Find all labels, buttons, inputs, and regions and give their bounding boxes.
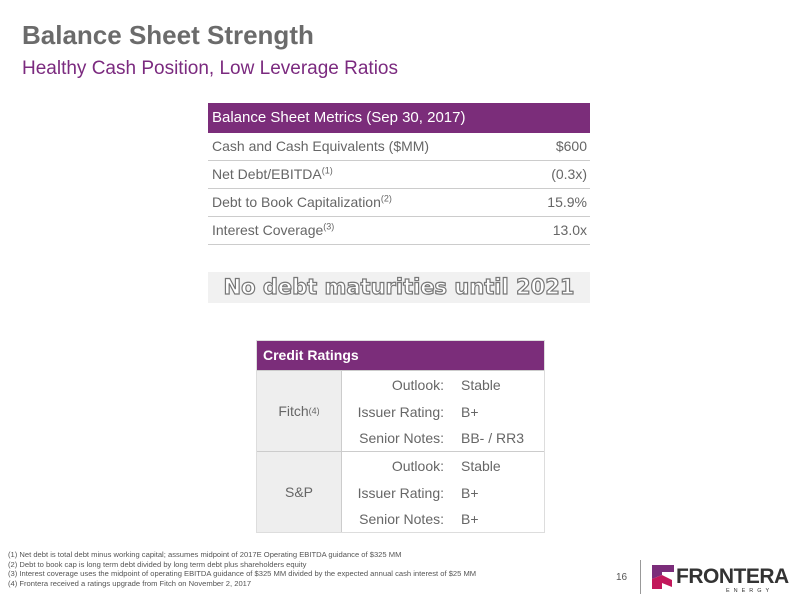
row-label-cell: Net Debt/EBITDA(1) [212, 161, 333, 188]
footnote-ref: (3) [323, 221, 335, 232]
metrics-table: Balance Sheet Metrics (Sep 30, 2017) Cas… [208, 103, 590, 245]
agency-rows: Outlook: Stable Issuer Rating: B+ Senior Not… [342, 371, 544, 451]
row-label: Cash and Cash Equivalents ($MM) [212, 138, 430, 154]
agency-name-cell: S&P [257, 452, 342, 532]
page-number: 16 [616, 572, 628, 583]
logo-icon [652, 565, 674, 589]
rating-label: Outlook: [391, 458, 444, 474]
table-row: Cash and Cash Equivalents ($MM) $600 [208, 133, 590, 161]
rating-label: Issuer Rating: [357, 484, 444, 501]
rating-label: Senior Notes: [359, 511, 444, 527]
rating-value: Stable [461, 377, 501, 393]
footnote: (1) Net debt is total debt minus working… [8, 550, 402, 559]
row-value: (0.3x) [551, 166, 587, 182]
footnote: (4) Frontera received a ratings upgrade … [8, 578, 252, 588]
rating-row: Issuer Rating: B+ [342, 399, 544, 426]
row-label-cell: Cash and Cash Equivalents ($MM) [212, 133, 429, 160]
row-label-cell: Debt to Book Capitalization(2) [212, 189, 392, 216]
table-row: Interest Coverage(3) 13.0x [208, 217, 590, 245]
rating-label: Outlook: [391, 377, 444, 393]
table-header: Credit Ratings [257, 341, 544, 370]
footnote-ref: (2) [380, 193, 392, 204]
ratings-table: Credit Ratings Fitch (4) Outlook: Stable Iss… [256, 340, 545, 533]
agency-name-cell: Fitch (4) [257, 371, 342, 451]
rating-value: Stable [461, 458, 501, 474]
row-label-cell: Interest Coverage(3) [212, 217, 334, 244]
subtitle: Healthy Cash Position, Low Leverage Rati… [22, 58, 398, 79]
agency-block: S&P Outlook: Stable Issuer Rating: B+ Senior … [257, 451, 544, 532]
rating-value: BB- / RR3 [461, 430, 525, 446]
rating-value: B+ [461, 403, 479, 420]
agency-block: Fitch (4) Outlook: Stable Issuer Rating: B+ Se… [257, 370, 544, 451]
rating-value: B+ [461, 484, 479, 501]
rating-label: Issuer Rating: [357, 403, 444, 420]
footnotes: (1) Net debt is total debt minus working… [8, 550, 476, 588]
footnote: (2) Debt to book cap is long term debt d… [8, 559, 307, 569]
table-body: Fitch (4) Outlook: Stable Issuer Rating: B+ Se… [257, 370, 544, 532]
divider [640, 560, 641, 594]
table-body: Cash and Cash Equivalents ($MM) $600 Net D… [208, 133, 590, 245]
table-row: Debt to Book Capitalization(2) 15.9% [208, 189, 590, 217]
footnote: (3) Interest coverage uses the midpoint … [8, 569, 477, 579]
rating-row: Senior Notes: B+ [342, 506, 544, 533]
logo-name: FRONTERA [676, 565, 789, 588]
row-value: 15.9% [547, 194, 587, 210]
rating-row: Outlook: Stable [342, 453, 544, 480]
row-value: 13.0x [552, 222, 587, 238]
row-label: Net Debt/EBITDA [212, 166, 322, 182]
agency-rows: Outlook: Stable Issuer Rating: B+ Senior Not… [342, 452, 544, 532]
rating-label: Senior Notes: [359, 430, 444, 446]
footnote-ref: (1) [321, 165, 333, 176]
rating-row: Outlook: Stable [342, 372, 544, 399]
callout: No debt maturities until 2021 [208, 272, 590, 303]
table-header: Balance Sheet Metrics (Sep 30, 2017) [208, 103, 590, 133]
row-label: Debt to Book Capitalization [212, 194, 381, 210]
rating-row: Senior Notes: BB- / RR3 [342, 425, 544, 452]
agency-name: S&P [284, 484, 313, 500]
row-label: Interest Coverage [212, 222, 324, 238]
rating-row: Issuer Rating: B+ [342, 480, 544, 507]
agency-name: Fitch [278, 403, 309, 419]
row-value: $600 [555, 138, 587, 154]
table-row: Net Debt/EBITDA(1) (0.3x) [208, 161, 590, 189]
logo-tagline: ENERGY [726, 588, 774, 594]
rating-value: B+ [461, 511, 479, 527]
title: Balance Sheet Strength [22, 20, 314, 50]
